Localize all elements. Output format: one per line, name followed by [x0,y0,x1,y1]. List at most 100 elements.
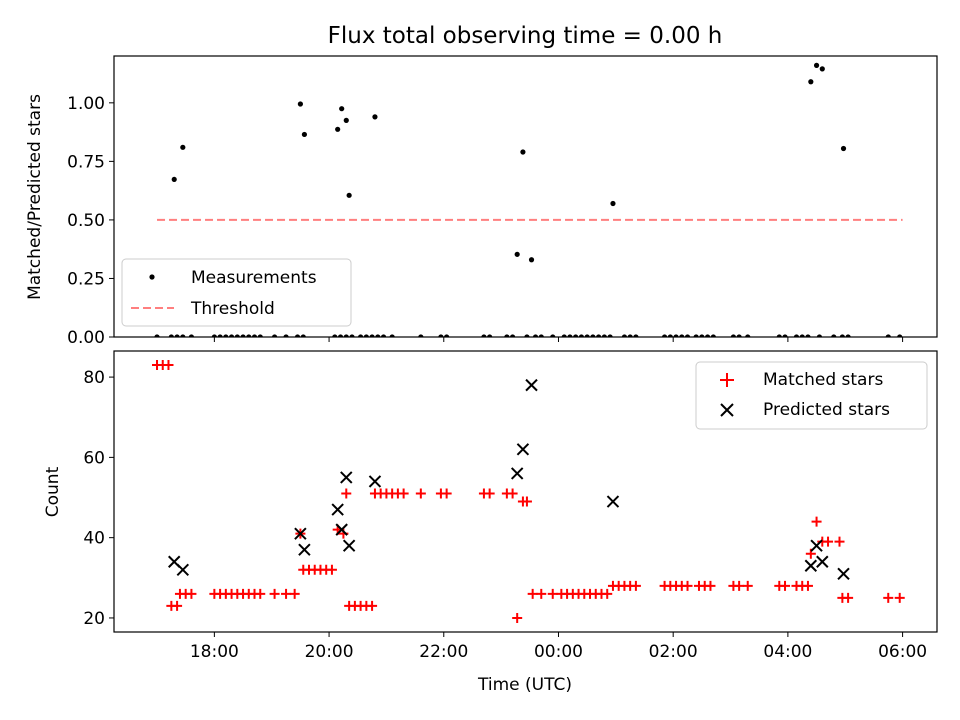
bottom-legend-box [695,361,928,430]
measurement-point [699,334,705,337]
predicted-star-point [342,539,356,552]
measurement-point [514,251,520,257]
measurement-point [590,334,596,337]
measurement-point [509,334,516,337]
measurement-point [813,62,820,68]
x-tick-label: 18:00 [190,642,239,662]
y-tick-label: 0.00 [67,328,105,348]
measurement-point [633,334,639,337]
x-tick-label: 20:00 [305,642,354,662]
matched-star-point [341,488,352,499]
matched-star-point [289,588,300,599]
measurement-point [793,334,800,337]
measurement-point [561,334,567,337]
measurement-point [520,149,526,155]
measurement-point [578,334,585,337]
measurement-point [601,334,607,337]
predicted-star-point [176,563,190,576]
matched-star-point [823,536,834,547]
measurement-point [171,176,177,183]
measurement-point [375,334,381,337]
bottom-panel-marks [152,360,905,623]
predicted-star-point [525,378,538,392]
measurement-point [538,334,544,337]
matched-star-point [507,488,518,499]
matched-star-point [163,360,174,371]
measurement-point [332,334,338,337]
measurement-point [438,334,444,337]
measurement-point [487,334,493,337]
y-tick-label: 1.00 [67,94,105,114]
measurement-point [567,334,573,337]
matched-star-point [843,592,854,603]
x-tick-label: 22:00 [419,642,468,662]
measurement-point [363,334,369,337]
measurement-point [335,126,341,132]
legend-label-threshold: Threshold [190,299,275,319]
matched-star-point [883,592,894,603]
measurement-point [251,334,258,337]
measurement-point [610,200,616,207]
legend-label-measurements: Measurements [191,268,317,288]
top-legend-box [121,258,352,327]
matched-star-point [512,612,523,623]
measurement-point [573,334,579,337]
measurement-point [704,334,711,337]
measurement-point [782,334,788,337]
predicted-star-point [837,567,850,581]
legend-marker-matched-stars [720,373,734,387]
predicted-star-point [804,559,818,572]
matched-star-point [734,580,745,591]
measurement-point [283,334,289,337]
measurement-point [776,334,782,337]
matched-star-point [172,600,183,611]
measurement-point [661,334,668,337]
measurement-point [358,334,364,337]
y-tick-label: 20 [83,609,105,629]
measurement-point [369,334,375,337]
matched-star-point [705,580,716,591]
measurement-point [246,334,252,337]
predicted-star-point [331,503,344,516]
matched-star-point [484,488,495,499]
measurement-point [528,257,535,263]
measurement-point [693,334,699,337]
bottom-panel: 20 40 60 80 18:00 20:00 22:00 00:00 02:00 04:00 06… [43,350,938,695]
plot-area [152,360,905,623]
measurement-point [839,334,845,337]
measurement-point [234,334,240,337]
matched-star-point [255,588,266,599]
matched-star-point [398,488,409,499]
predicted-star-point [298,543,311,556]
measurement-point [444,334,450,337]
measurement-point [188,334,195,337]
measurement-point [339,106,345,112]
matched-star-point [802,580,813,591]
predicted-star-point [368,475,382,488]
measurement-point [524,334,530,337]
predicted-star-point [335,523,348,536]
measurement-point [607,334,613,337]
top-panel-frame [113,55,938,338]
matched-star-point [811,516,822,527]
matched-star-point [536,588,547,599]
matched-star-point [834,536,845,547]
measurement-point [679,334,685,337]
measurement-point [174,334,180,337]
measurement-point [271,334,278,337]
predicted-star-point [516,443,530,456]
measurement-point [504,334,510,337]
measurement-point [799,334,805,337]
legend-label-matched-stars: Matched stars [763,370,883,390]
measurement-point [389,334,395,337]
measurement-point [816,334,823,337]
legend-marker-predicted-stars [720,403,734,417]
measurement-point [346,192,352,198]
measurement-point [228,334,235,337]
matched-star-point [894,592,905,603]
measurement-point [831,334,837,337]
matched-star-point [780,580,791,591]
measurement-point [240,334,246,337]
measurement-point [297,101,303,107]
